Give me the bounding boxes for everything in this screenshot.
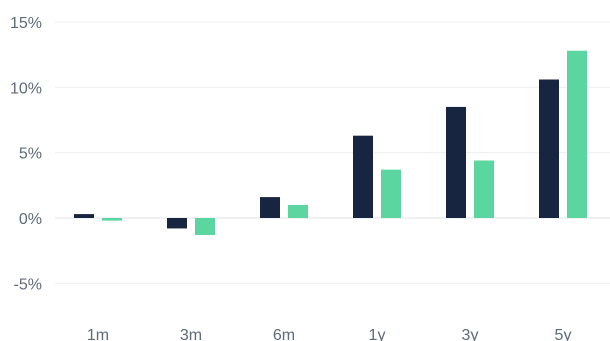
bar-series-2-3m	[195, 218, 215, 235]
x-tick-label: 3m	[180, 327, 202, 341]
bar-series-2-6m	[288, 204, 308, 218]
bar-series-2-1m	[102, 218, 122, 221]
x-tick-label: 6m	[273, 327, 295, 341]
grid-lines	[55, 21, 610, 284]
x-tick-label: 1y	[369, 327, 386, 341]
y-axis: 15% 10% 5% 0% -5%	[10, 15, 42, 293]
bar-series-1-3y	[446, 106, 466, 218]
y-tick-label: 15%	[10, 15, 42, 32]
bar-series-1-3m	[167, 218, 187, 229]
x-tick-label: 1m	[87, 327, 109, 341]
bar-series-1-1y	[353, 135, 373, 218]
y-tick-label: -5%	[14, 276, 42, 293]
x-tick-label: 5y	[555, 327, 572, 341]
bar-series-2-3y	[474, 160, 494, 218]
bars	[74, 50, 587, 235]
y-tick-label: 0%	[19, 211, 42, 228]
bar-series-1-6m	[260, 197, 280, 218]
x-axis: 1m 3m 6m 1y 3y 5y	[87, 327, 572, 341]
bar-series-1-5y	[539, 79, 559, 218]
bar-series-2-1y	[381, 169, 401, 218]
bar-series-2-5y	[567, 50, 587, 218]
y-tick-label: 10%	[10, 80, 42, 97]
x-tick-label: 3y	[462, 327, 479, 341]
y-tick-label: 5%	[19, 146, 42, 163]
bar-series-1-1m	[74, 214, 94, 218]
